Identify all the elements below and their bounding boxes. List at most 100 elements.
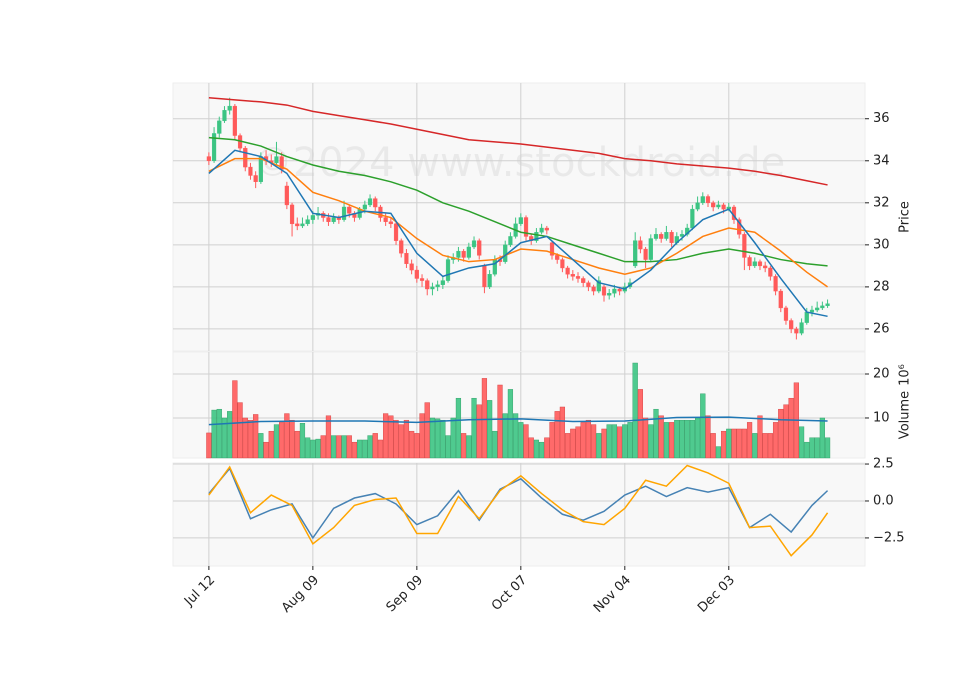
candle-body [742,234,747,258]
candle-body [617,288,622,292]
x-tick-label: Aug 09 [279,573,322,616]
volume-bar [305,437,311,459]
volume-bar [705,415,711,459]
candle-body [575,276,581,279]
volume-bar [398,424,404,459]
volume-bar [658,415,664,459]
y-tick-label: 0.0 [873,493,894,508]
volume-bar [476,404,482,459]
volume-bar [372,433,378,459]
line-series [208,464,829,557]
line-series [208,96,828,186]
volume-bar [611,424,618,459]
volume-bar [668,422,675,459]
candle-body [487,274,492,288]
volume-bar [513,413,519,459]
volume-bar [409,430,415,459]
volume-bar [502,413,508,459]
volume-bar [440,419,446,459]
candle-body [549,242,555,256]
volume-bar [715,446,721,459]
volume-bar [736,428,742,459]
volume-bar [601,428,607,459]
volume-bar [752,433,758,459]
volume-bar [798,426,805,459]
candle-body [757,261,763,267]
candle-body [778,290,783,309]
candle-body [586,282,591,288]
candle-body [440,280,445,285]
y-tick-label: 20 [873,366,890,381]
volume-bar [523,424,529,459]
x-tick-label: Oct 07 [489,573,530,614]
x-tick-label: Sep 09 [384,573,427,616]
candle-body [711,202,716,208]
line-series [208,149,828,318]
candle-body [570,274,575,277]
candle-body [289,204,295,225]
volume-bar [767,433,773,459]
volume-bar [388,415,394,459]
volume-bar [393,419,399,459]
candle-body [305,219,310,225]
candle-body [534,232,539,241]
volume-bar [570,428,576,459]
volume-bar [549,422,555,459]
line-series [208,416,828,426]
x-tick-label: Nov 04 [591,573,634,616]
candle-body [373,198,378,208]
candle-body [388,221,393,225]
candle-body [258,156,263,182]
candle-body [695,202,700,210]
volume-bar [403,419,410,459]
candle-body [518,217,523,225]
candle-body [284,185,289,206]
volume-bar [824,437,831,459]
candle-body [700,196,705,204]
candle-body [581,278,586,283]
y-tick-label: 34 [873,153,890,168]
volume-bar [746,422,753,459]
candle-body [399,240,404,254]
x-tick-label: Jul 12 [181,573,218,610]
volume-bar [575,426,581,459]
candle-body [560,259,565,269]
watermark: ©2024 www.stockdroid.de [253,140,786,186]
volume-bar [492,430,498,459]
candle-body [456,250,461,258]
volume-bar [325,415,332,459]
x-tick-label: Dec 03 [695,573,738,616]
volume-bar [533,439,540,459]
volume-bar [497,384,503,459]
volume-bar [731,428,737,459]
candle-body [383,217,388,222]
volume-bar [336,435,342,459]
volume-bar [289,419,295,459]
candle-body [544,227,549,231]
candle-body [300,223,305,227]
volume-bar [804,441,810,459]
candle-body [310,215,315,220]
candle-body [243,147,248,168]
candle-body [362,204,367,210]
y-tick-label: 28 [873,279,890,294]
candle-body [232,105,237,136]
volume-bar [279,422,285,459]
candle-body [367,198,373,206]
volume-bar [346,435,352,459]
candle-body [211,133,217,161]
volume-bar [585,419,592,459]
y-tick-label: 10 [873,410,890,425]
volume-bar [435,418,441,459]
candle-body [669,232,674,243]
candle-body [789,320,794,330]
candle-body [659,234,664,239]
candle-body [477,240,482,256]
candle-body [217,120,222,134]
candle-body [648,238,653,260]
y-axis-label: Price [898,201,913,233]
volume-bar [357,439,363,459]
volume-bar [627,422,633,459]
volume-bar [591,424,597,459]
